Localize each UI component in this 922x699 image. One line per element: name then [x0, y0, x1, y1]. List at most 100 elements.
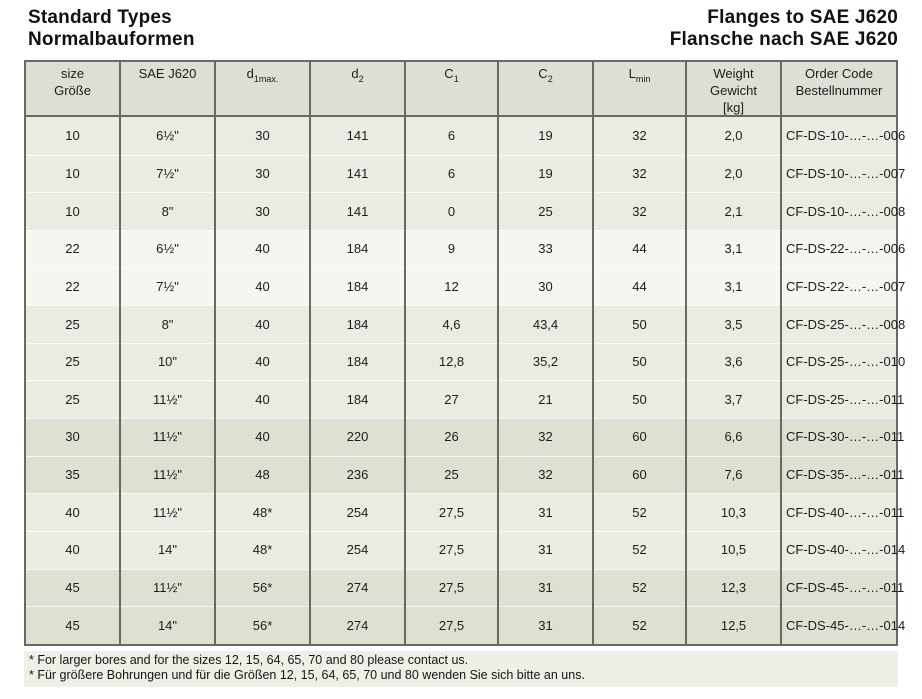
- table-cell: 236: [311, 455, 406, 494]
- table-cell: 274: [311, 568, 406, 607]
- column-header-c1: C1: [406, 62, 499, 115]
- page-title-right-de: Flansche nach SAE J620: [669, 29, 898, 50]
- table-cell: 6,6: [687, 418, 782, 456]
- table-row: 10 7½" 30 141 6 19 32 2,0 CF-DS-10-…-…-0…: [26, 154, 906, 193]
- table-cell: 27,5: [406, 568, 499, 607]
- table-cell: 10: [26, 154, 121, 193]
- table-cell: 22: [26, 229, 121, 268]
- table-cell: 52: [594, 493, 687, 532]
- table-cell: 60: [594, 455, 687, 494]
- table-cell: 11½": [121, 418, 216, 456]
- table-cell: 31: [499, 531, 594, 569]
- table-cell: 30: [216, 192, 311, 230]
- table-row: 40 14" 48* 254 27,5 31 52 10,5 CF-DS-40-…: [26, 531, 906, 569]
- table-cell: 30: [499, 267, 594, 306]
- footnote-line-en: * For larger bores and for the sizes 12,…: [29, 652, 469, 667]
- table-cell: 2,0: [687, 117, 782, 155]
- table-cell: 8": [121, 192, 216, 230]
- table-body: 10 6½" 30 141 6 19 32 2,0 CF-DS-10-…-…-0…: [26, 117, 906, 644]
- table-cell: 14": [121, 531, 216, 569]
- table-cell: 10": [121, 342, 216, 381]
- table-cell: 184: [311, 267, 406, 306]
- table-cell: 48*: [216, 493, 311, 532]
- table-cell: 7,6: [687, 455, 782, 494]
- table-cell: 60: [594, 418, 687, 456]
- table-cell: 11½": [121, 568, 216, 607]
- table-cell: 12,8: [406, 342, 499, 381]
- table-cell: 26: [406, 418, 499, 456]
- table-cell: 11½": [121, 493, 216, 532]
- table-cell: 184: [311, 380, 406, 419]
- table-cell: 25: [26, 305, 121, 343]
- table-cell: CF-DS-25-…-…-008: [786, 316, 906, 332]
- table-row: 22 7½" 40 184 12 30 44 3,1 CF-DS-22-…-…-…: [26, 267, 906, 306]
- table-cell: 32: [594, 117, 687, 155]
- table-cell: 11½": [121, 455, 216, 494]
- table-cell: 6: [406, 117, 499, 155]
- table-cell: 7½": [121, 154, 216, 193]
- table-cell: 12,5: [687, 606, 782, 644]
- table-cell: CF-DS-10-…-…-007: [786, 165, 906, 181]
- table-cell: 40: [216, 305, 311, 343]
- table-cell: 32: [594, 154, 687, 193]
- table-cell: 32: [499, 455, 594, 494]
- table-cell: 25: [26, 342, 121, 381]
- table-cell: CF-DS-45-…-…-011: [786, 580, 905, 595]
- table-cell: 52: [594, 531, 687, 569]
- table-row: 25 8" 40 184 4,6 43,4 50 3,5 CF-DS-25-…-…: [26, 305, 906, 343]
- table-cell: CF-DS-40-…-…-011: [786, 504, 905, 520]
- spec-table: size Größe SAE J620 d1max. d2 C1 C2 Lmin…: [24, 60, 906, 646]
- table-cell: 32: [594, 192, 687, 230]
- table-row: 25 10" 40 184 12,8 35,2 50 3,6 CF-DS-25-…: [26, 342, 906, 381]
- table-cell: 40: [26, 531, 121, 569]
- table-cell: 6: [406, 154, 499, 193]
- column-header-size: size Größe: [26, 62, 121, 115]
- column-header-sae-j620: SAE J620: [121, 62, 216, 115]
- footnote-line-de: * Für größere Bohrungen und für die Größ…: [29, 668, 585, 683]
- table-cell: 35: [26, 455, 121, 494]
- table-cell: 9: [406, 229, 499, 268]
- column-header-order-code: Order Code Bestellnummer: [782, 62, 896, 115]
- column-header-weight: Weight Gewicht [kg]: [687, 62, 782, 115]
- table-cell: 19: [499, 117, 594, 155]
- table-cell: 4,6: [406, 305, 499, 343]
- table-cell: CF-DS-22-…-…-006: [786, 241, 906, 257]
- page-title-right-en: Flanges to SAE J620: [707, 7, 898, 28]
- table-cell: 31: [499, 606, 594, 644]
- column-header-d1max: d1max.: [216, 62, 311, 115]
- column-header-c2: C2: [499, 62, 594, 115]
- table-cell: 12: [406, 267, 499, 306]
- table-cell: 45: [26, 568, 121, 607]
- table-cell: 2,1: [687, 192, 782, 230]
- table-cell: 3,7: [687, 380, 782, 419]
- table-cell: 52: [594, 568, 687, 607]
- table-cell: 141: [311, 117, 406, 155]
- table-cell: 10: [26, 192, 121, 230]
- table-cell: 25: [26, 380, 121, 419]
- table-cell: 56*: [216, 606, 311, 644]
- table-cell: 31: [499, 568, 594, 607]
- table-cell: CF-DS-25-…-…-010: [786, 354, 906, 370]
- table-cell: 25: [406, 455, 499, 494]
- table-cell: 30: [216, 117, 311, 155]
- table-cell: 141: [311, 154, 406, 193]
- table-cell: 30: [216, 154, 311, 193]
- table-cell: 3,1: [687, 267, 782, 306]
- page-title-bar: Standard Types Normalbauformen Flanges t…: [28, 7, 898, 51]
- table-cell: 40: [216, 418, 311, 456]
- table-cell: CF-DS-40-…-…-014: [786, 542, 906, 558]
- table-cell: 21: [499, 380, 594, 419]
- table-row: 45 14" 56* 274 27,5 31 52 12,5 CF-DS-45-…: [26, 606, 905, 644]
- table-cell: 50: [594, 380, 687, 419]
- table-header-row: size Größe SAE J620 d1max. d2 C1 C2 Lmin…: [26, 62, 896, 117]
- table-row: 30 11½" 40 220 26 32 60 6,6 CF-DS-30-…-……: [26, 418, 904, 456]
- table-row: 10 6½" 30 141 6 19 32 2,0 CF-DS-10-…-…-0…: [26, 117, 905, 155]
- table-cell: 254: [311, 531, 406, 569]
- table-cell: 43,4: [499, 305, 594, 343]
- table-cell: CF-DS-10-…-…-008: [786, 203, 906, 219]
- table-cell: 40: [26, 493, 121, 532]
- table-cell: CF-DS-22-…-…-007: [786, 278, 906, 294]
- table-cell: 141: [311, 192, 406, 230]
- table-cell: 33: [499, 229, 594, 268]
- table-row: 25 11½" 40 184 27 21 50 3,7 CF-DS-25-…-……: [26, 380, 904, 419]
